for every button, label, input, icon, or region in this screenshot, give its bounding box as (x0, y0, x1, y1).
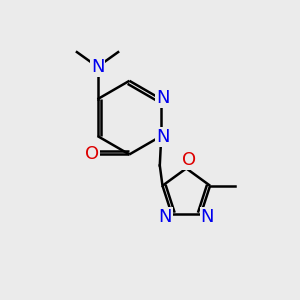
Text: N: N (91, 58, 104, 76)
Text: N: N (158, 208, 172, 226)
Text: N: N (156, 89, 169, 107)
Text: O: O (182, 152, 196, 169)
Text: N: N (201, 208, 214, 226)
Text: N: N (156, 128, 169, 146)
Text: O: O (85, 146, 99, 164)
